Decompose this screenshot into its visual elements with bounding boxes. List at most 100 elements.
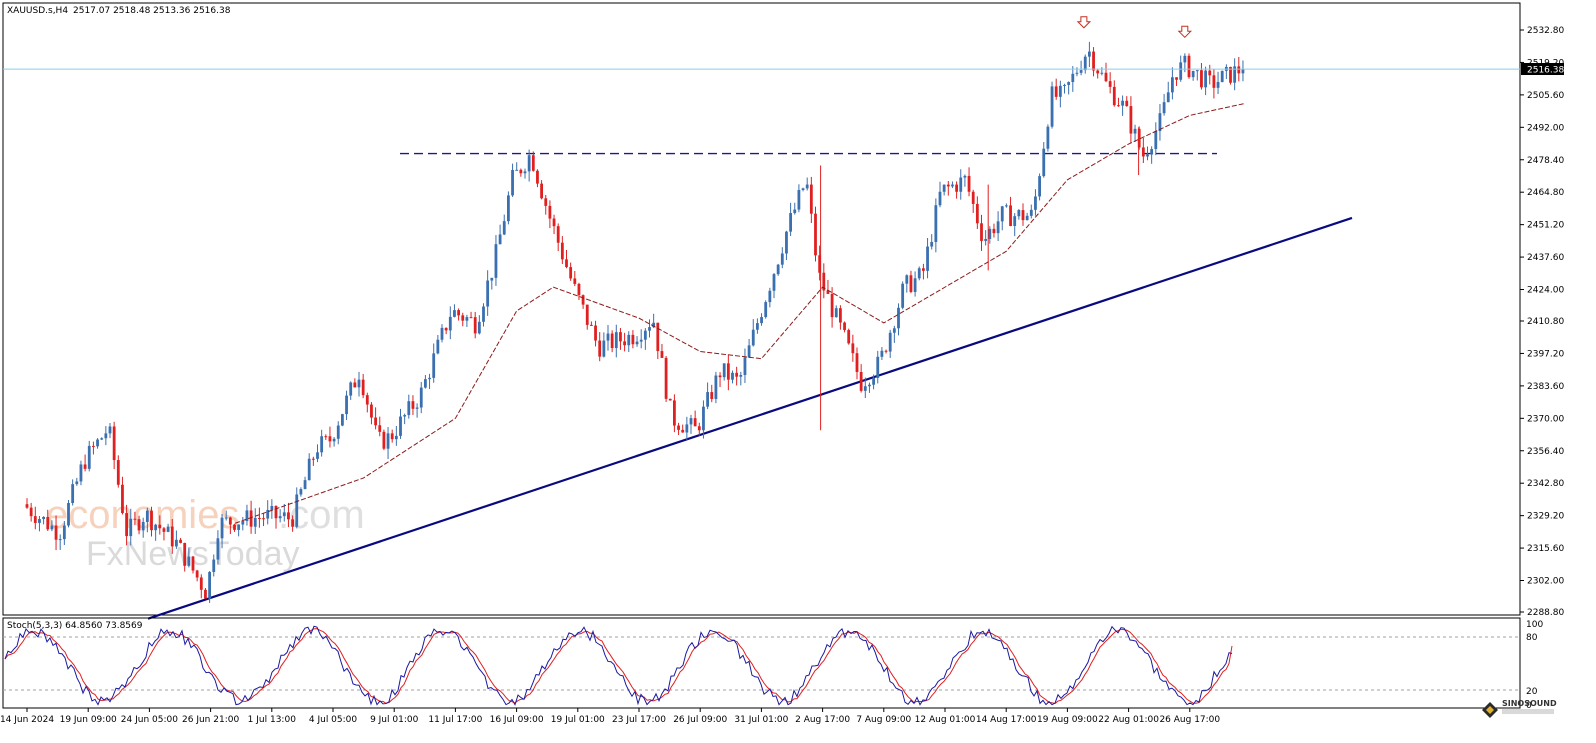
price-tick-label: 2315.60 xyxy=(1527,544,1564,554)
candle-bear xyxy=(814,206,817,262)
candle-bull xyxy=(278,509,282,523)
candle-bull xyxy=(108,423,112,439)
watermark: economies .com FxNewsToday xyxy=(46,493,365,573)
candle-bear xyxy=(29,502,33,522)
candle-bull xyxy=(1100,67,1104,76)
price-label-box: 2516.38 xyxy=(1521,63,1564,76)
candle-bear xyxy=(693,410,697,427)
candle-bull xyxy=(635,336,639,347)
candle-bull xyxy=(768,287,772,308)
candle-bull xyxy=(38,515,41,532)
candle-bull xyxy=(477,315,481,335)
candle-bear xyxy=(847,328,851,345)
time-tick-label: 19 Aug 09:00 xyxy=(1037,715,1098,725)
candle-bull xyxy=(863,377,867,399)
candle-bull xyxy=(722,363,726,381)
candle-bull xyxy=(689,414,693,434)
candle-bull xyxy=(345,390,348,421)
candle-bull xyxy=(1005,203,1008,208)
candle-bull xyxy=(1025,212,1029,221)
candle-bull xyxy=(349,381,353,400)
candle-bull xyxy=(67,500,70,528)
candle-bear xyxy=(461,312,465,327)
candle-bull xyxy=(1038,173,1041,201)
candle-bear xyxy=(457,308,460,321)
stoch-tick-0: 0 xyxy=(1526,701,1532,711)
time-axis: 14 Jun 2024 19 Jun 09:00 24 Jun 05:00 26 Ju… xyxy=(0,708,1220,725)
candle-bear xyxy=(1054,78,1058,100)
candle-bull xyxy=(1166,81,1170,103)
candle-bear xyxy=(598,332,602,362)
candle-bear xyxy=(843,321,846,333)
main-panel-frame xyxy=(2,2,1521,616)
candle-bear xyxy=(992,223,996,238)
candle-bear xyxy=(328,426,332,448)
candle-bear xyxy=(25,498,29,509)
candle-bull xyxy=(1017,209,1021,220)
candle-bull xyxy=(926,237,929,279)
candle-bear xyxy=(556,223,560,252)
candle-bear xyxy=(540,180,543,200)
candle-bull xyxy=(208,571,211,603)
time-tick-label: 14 Aug 17:00 xyxy=(976,715,1037,725)
candle-bull xyxy=(216,530,220,565)
candle-bull xyxy=(868,382,871,393)
candle-bull xyxy=(1079,60,1083,76)
candle-bull xyxy=(648,319,651,338)
stoch-tick-80: 80 xyxy=(1526,633,1538,643)
candle-bull xyxy=(386,427,390,460)
candle-bull xyxy=(702,400,705,439)
candle-bull xyxy=(793,202,797,215)
candle-bull xyxy=(959,169,963,200)
price-tick-label: 2424.00 xyxy=(1527,286,1564,296)
candle-bull xyxy=(129,508,133,546)
candle-bear xyxy=(158,515,162,535)
candle-bear xyxy=(365,392,369,413)
price-tick-label: 2383.60 xyxy=(1527,382,1564,392)
time-tick-label: 16 Jul 09:00 xyxy=(490,715,544,725)
candle-bear xyxy=(374,407,377,430)
candle-bull xyxy=(399,408,402,439)
candle-bear xyxy=(370,402,373,425)
candle-bear xyxy=(544,194,548,215)
candle-bull xyxy=(834,305,838,318)
candle-bull xyxy=(295,487,299,529)
time-tick-label: 2 Aug 17:00 xyxy=(795,715,850,725)
candle-bear xyxy=(199,574,203,599)
candle-bear xyxy=(631,330,635,349)
stoch-panel-frame xyxy=(2,617,1521,709)
candle-bull xyxy=(1195,69,1199,81)
candle-bull xyxy=(751,319,755,347)
candle-bull xyxy=(341,413,344,427)
candle-bear xyxy=(1117,97,1120,107)
candle-bull xyxy=(1075,67,1079,77)
candle-bear xyxy=(83,454,87,472)
candle-bull xyxy=(336,421,340,445)
candle-bull xyxy=(934,198,938,253)
candle-bear xyxy=(677,422,680,435)
candle-bull xyxy=(494,235,498,286)
candle-bull xyxy=(1224,64,1228,79)
candle-bear xyxy=(851,334,855,362)
candle-bull xyxy=(901,281,905,310)
candle-bull xyxy=(1071,66,1075,92)
candle-bear xyxy=(955,181,958,199)
price-tick-label: 2288.80 xyxy=(1527,608,1564,618)
candle-bull xyxy=(743,348,747,384)
candle-bull xyxy=(498,224,502,245)
candle-bear xyxy=(594,320,597,347)
candle-bull xyxy=(175,530,178,549)
candle-bear xyxy=(353,378,357,388)
candle-bull xyxy=(905,274,909,293)
candle-bear xyxy=(150,506,153,537)
candle-bull xyxy=(1162,93,1166,116)
candle-bull xyxy=(685,416,689,440)
price-tick-label: 2478.40 xyxy=(1527,156,1564,166)
candle-bull xyxy=(71,479,75,506)
candle-bear xyxy=(125,504,128,546)
candle-bear xyxy=(975,196,979,230)
candle-bull xyxy=(440,324,444,343)
candle-bear xyxy=(519,168,523,177)
price-tick-label: 2329.20 xyxy=(1527,512,1564,522)
candle-bull xyxy=(776,263,780,276)
